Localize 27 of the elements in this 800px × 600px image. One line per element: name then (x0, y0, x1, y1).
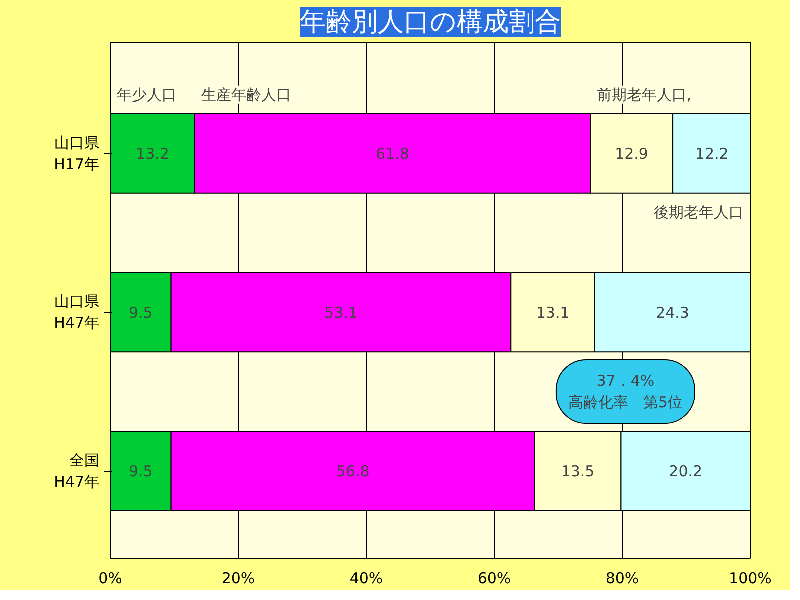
y-tick-label: 山口県 H47年 (54, 292, 100, 332)
annotation: 37．4% 高齢化率 第5位 (568, 372, 683, 412)
y-tick-label: 山口県 H17年 (54, 134, 100, 174)
data-label: 61.8 (376, 145, 410, 164)
x-tick-label: 40% (350, 570, 384, 588)
data-label: 9.5 (128, 462, 153, 481)
series-label: 生産年齢人口 (201, 86, 292, 104)
x-tick-label: 20% (222, 570, 256, 588)
chart-title: 年齢別人口の構成割合 (300, 8, 561, 38)
series-label: 前期老年人口, (596, 86, 692, 104)
data-label: 13.5 (561, 462, 595, 481)
series-label: 年少人口 (116, 86, 177, 104)
data-label: 13.2 (136, 145, 170, 164)
data-label: 53.1 (324, 304, 358, 322)
data-label: 9.5 (128, 304, 153, 322)
data-label: 24.3 (656, 304, 690, 322)
data-label: 13.1 (536, 304, 570, 322)
x-tick-label: 80% (606, 570, 640, 588)
x-tick-label: 0% (98, 570, 122, 588)
x-tick-label: 100% (729, 570, 772, 588)
series-label: 後期老年人口 (654, 203, 744, 222)
data-label: 20.2 (669, 462, 703, 481)
y-tick-label: 全国 H47年 (54, 451, 100, 491)
data-label: 12.2 (695, 145, 729, 164)
data-label: 12.9 (615, 145, 648, 164)
data-label: 56.8 (336, 462, 370, 481)
x-tick-label: 60% (478, 570, 512, 588)
